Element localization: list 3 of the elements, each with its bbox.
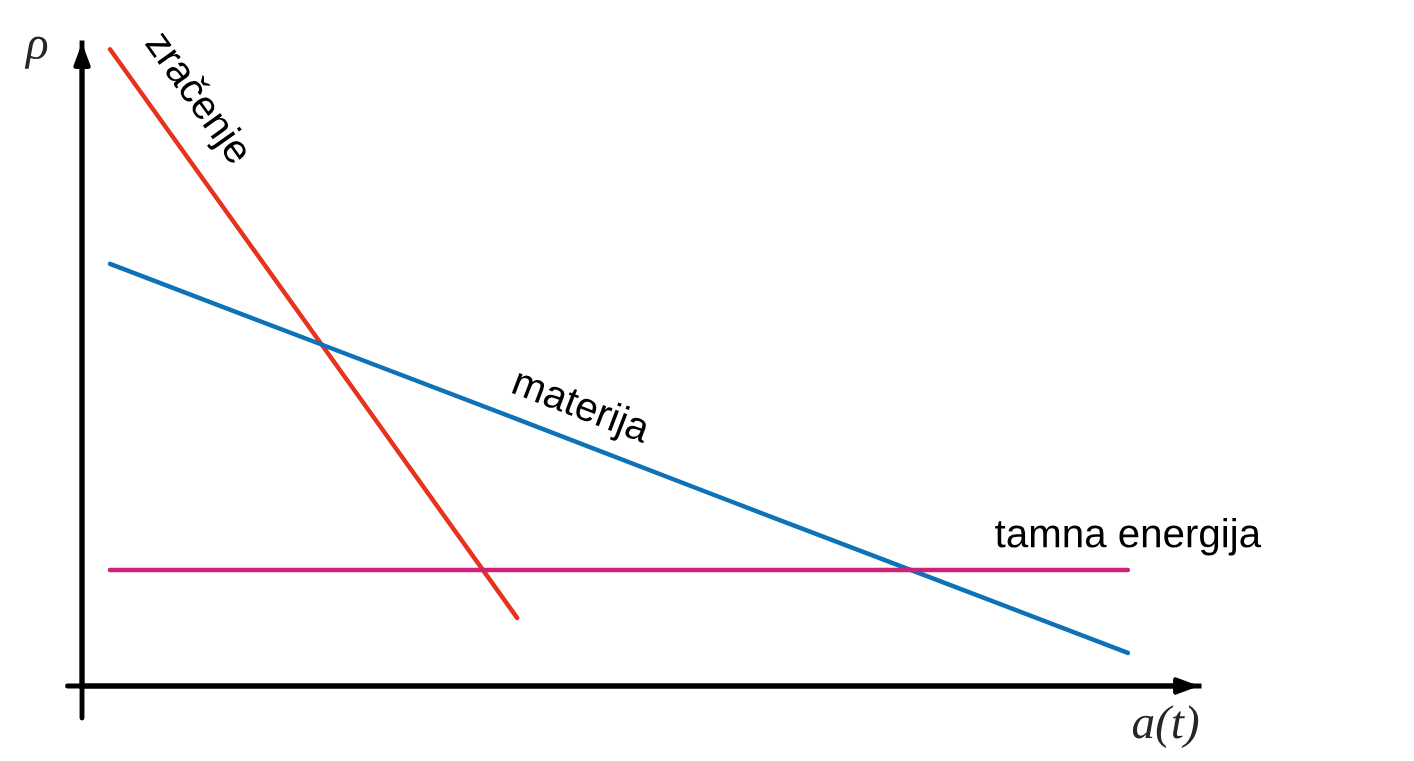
y-axis-title: ρ	[24, 36, 48, 69]
x-axis-title: a(t)	[1132, 705, 1199, 749]
series-label: tamna energija	[995, 517, 1262, 556]
